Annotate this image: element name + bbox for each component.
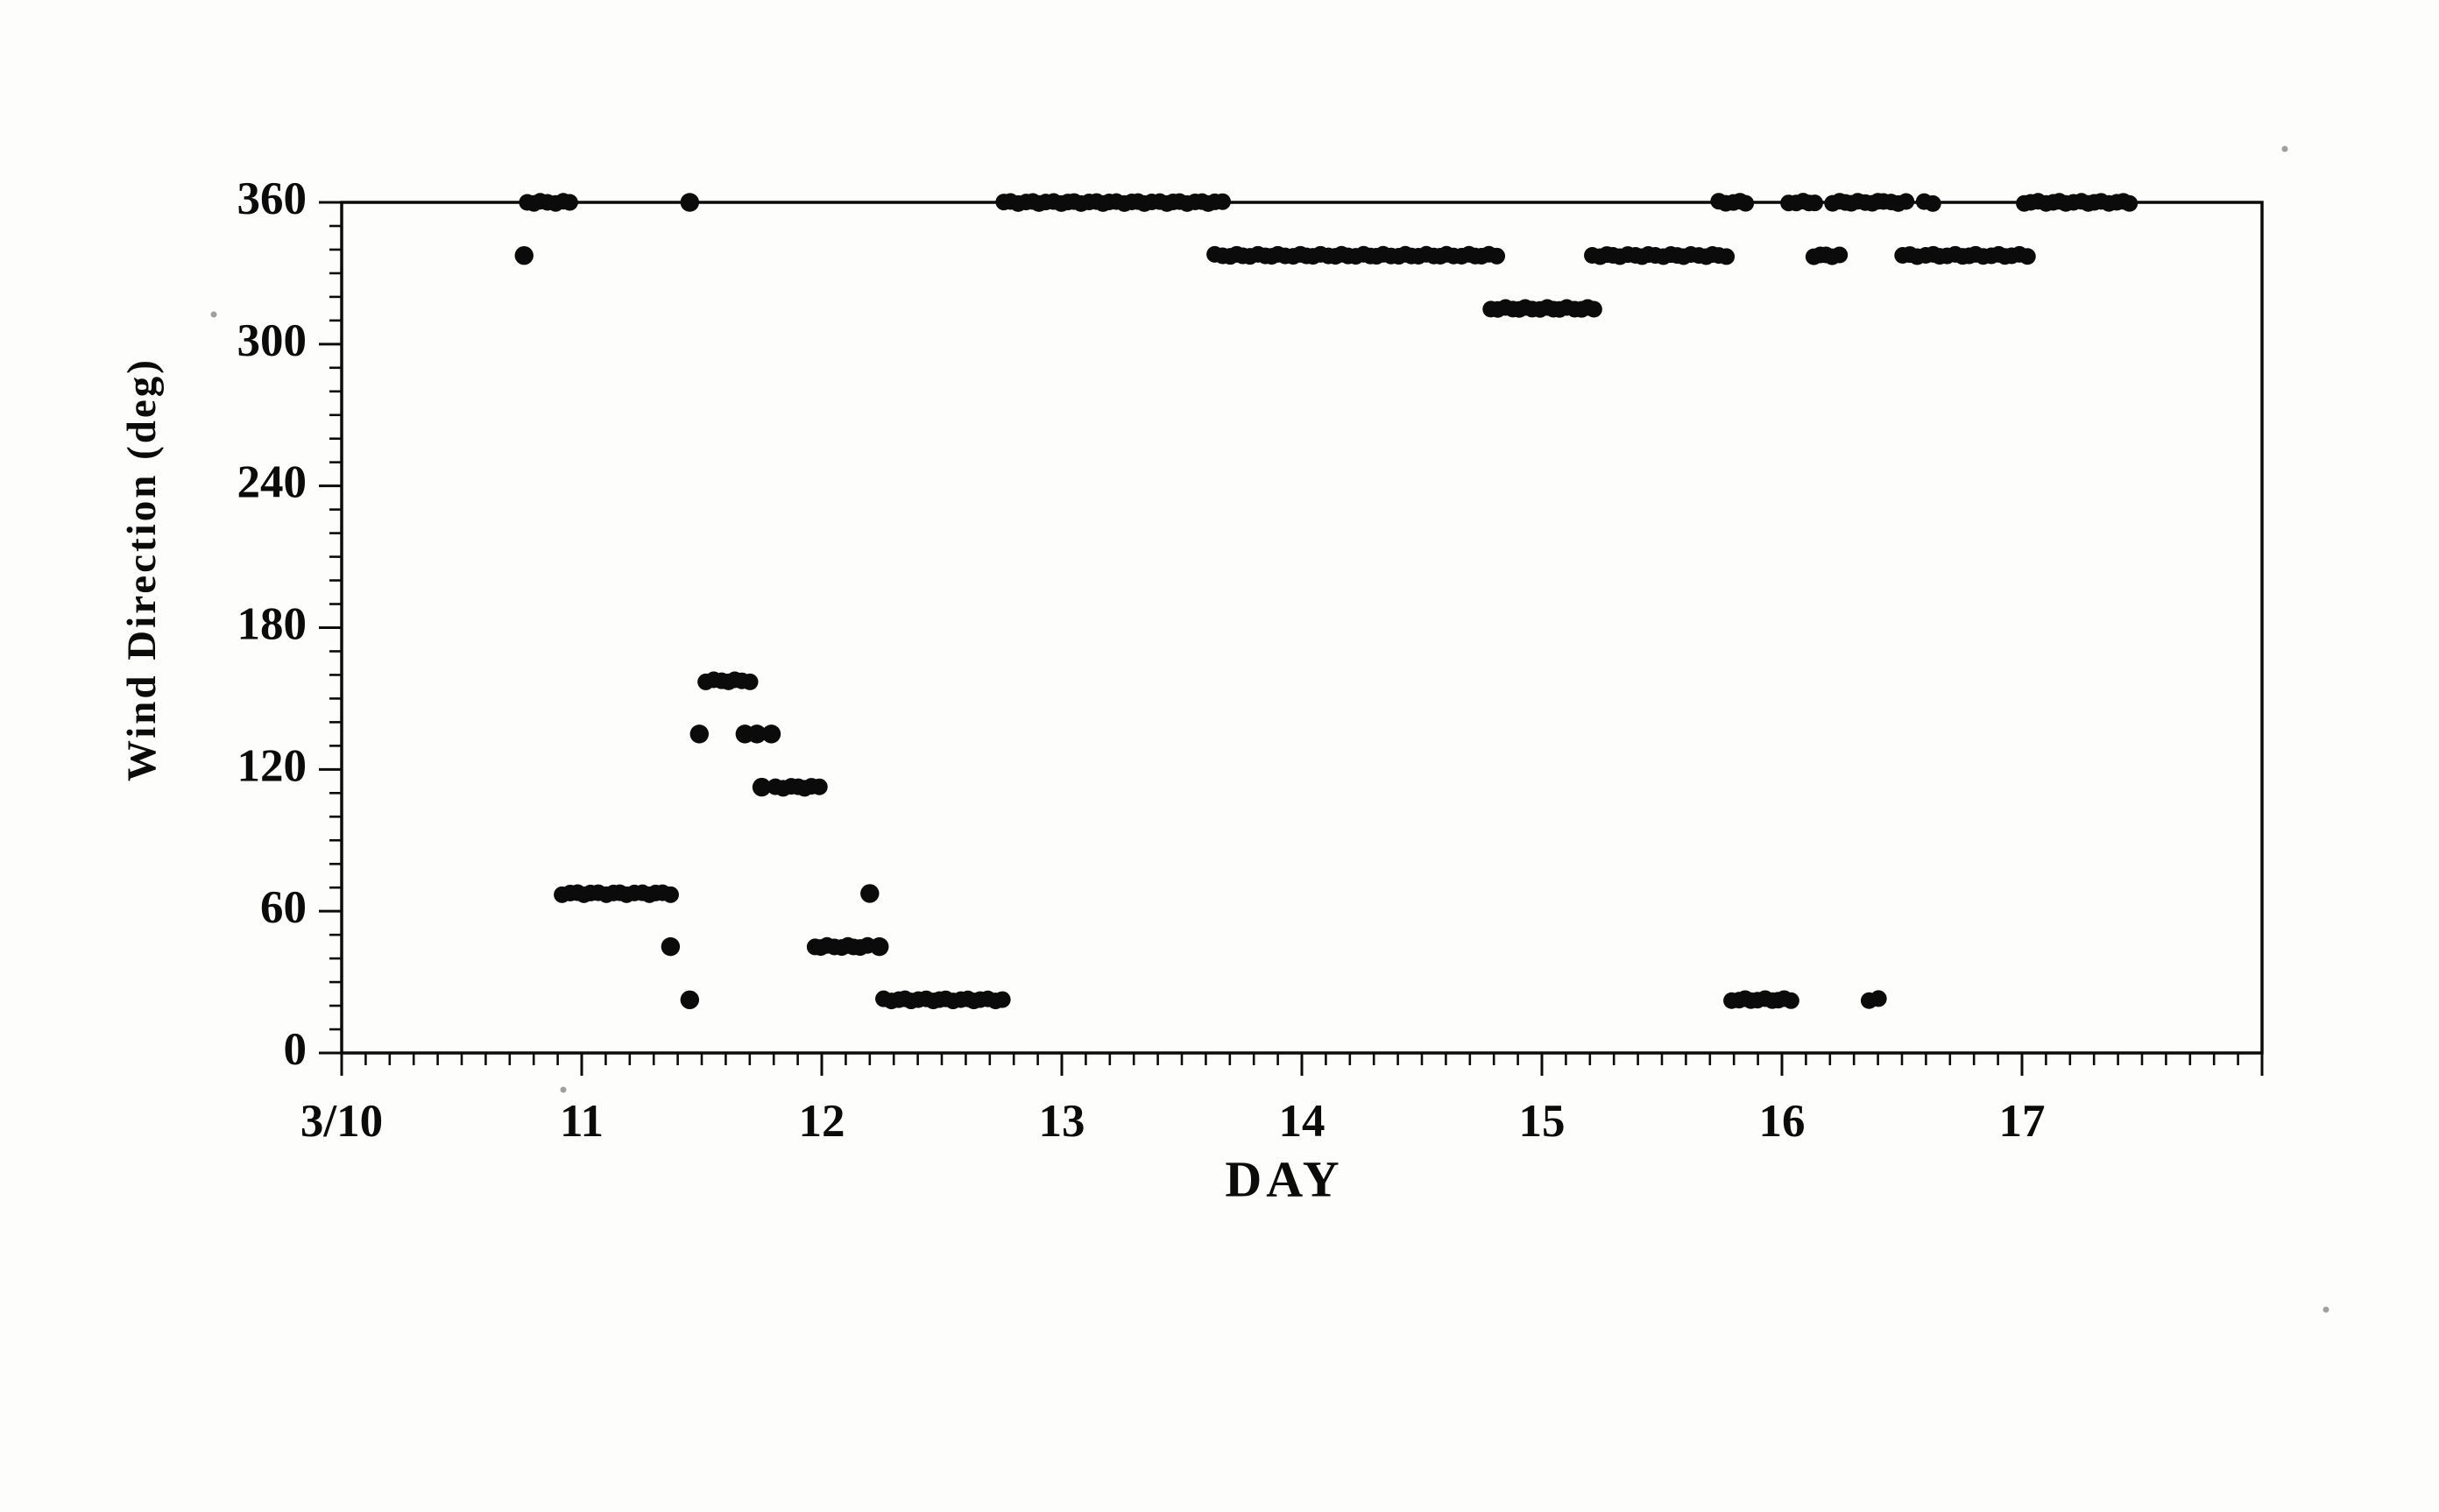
data-run xyxy=(1925,245,2036,265)
data-run xyxy=(752,777,772,797)
data-run xyxy=(661,936,681,957)
data-run xyxy=(697,671,759,690)
x-axis-ticks xyxy=(340,1053,2264,1076)
data-run xyxy=(806,936,876,957)
data-run xyxy=(1860,990,1887,1009)
data-run xyxy=(1805,246,1849,265)
data-point xyxy=(810,778,828,795)
plot-frame xyxy=(340,201,2264,1055)
data-point xyxy=(993,991,1011,1008)
data-point xyxy=(1737,194,1755,212)
x-tick-label: 12 xyxy=(799,1096,845,1147)
y-axis-ticks xyxy=(319,201,342,1055)
data-run xyxy=(1206,245,1506,265)
data-run xyxy=(1780,193,1823,212)
data-point xyxy=(661,936,681,957)
data-point xyxy=(870,936,889,957)
data-run xyxy=(1584,246,1736,265)
data-point xyxy=(1870,990,1887,1007)
data-run xyxy=(1723,990,1799,1009)
data-point xyxy=(661,886,679,903)
data-point xyxy=(1718,248,1736,265)
data-point xyxy=(1806,194,1823,212)
x-tick-label: 14 xyxy=(1279,1096,1326,1147)
data-point xyxy=(1831,246,1849,264)
data-point xyxy=(680,990,699,1010)
data-point xyxy=(514,245,534,265)
y-axis-tick-labels: 0 60 120 180 240 300 360 xyxy=(237,173,308,1075)
x-axis-title: DAY xyxy=(1225,1150,1344,1208)
data-run xyxy=(554,884,679,903)
x-tick-label: 17 xyxy=(1999,1096,2046,1147)
data-point xyxy=(689,724,709,744)
data-point xyxy=(1782,992,1799,1009)
scan-speck xyxy=(2281,145,2288,152)
data-point xyxy=(561,194,578,211)
data-point xyxy=(1585,300,1602,318)
y-tick-label: 360 xyxy=(237,173,308,224)
y-tick-label: 180 xyxy=(237,599,308,650)
data-run xyxy=(519,193,578,212)
y-tick-label: 240 xyxy=(237,457,308,508)
y-axis-title: Wind Direction (deg) xyxy=(119,357,165,781)
x-tick-label: 13 xyxy=(1039,1096,1085,1147)
data-run xyxy=(1710,193,1755,212)
data-run xyxy=(995,193,1231,212)
data-run xyxy=(680,193,699,212)
data-point xyxy=(747,724,767,744)
data-run xyxy=(1482,299,1602,318)
data-run xyxy=(860,884,880,903)
x-tick-label: 15 xyxy=(1519,1096,1566,1147)
data-run xyxy=(767,778,828,797)
data-point xyxy=(741,673,759,690)
data-run xyxy=(761,724,781,744)
data-run xyxy=(689,724,709,744)
scan-specks xyxy=(210,145,2329,1313)
data-point xyxy=(752,777,772,797)
data-point xyxy=(1213,193,1231,210)
data-point xyxy=(2121,194,2139,212)
data-run xyxy=(747,724,767,744)
y-tick-label: 120 xyxy=(237,740,308,791)
data-point xyxy=(680,193,699,212)
data-point xyxy=(860,884,880,903)
data-run xyxy=(1875,193,1915,212)
x-tick-label: 11 xyxy=(560,1096,604,1147)
x-axis-tick-labels: 3/10 11 12 13 14 15 16 17 xyxy=(300,1096,2046,1147)
data-run xyxy=(875,990,1011,1010)
data-point xyxy=(2018,248,2036,265)
data-run xyxy=(1915,193,1941,212)
scan-speck xyxy=(210,311,217,318)
data-point xyxy=(1488,247,1506,265)
y-tick-label: 300 xyxy=(237,315,308,366)
data-point xyxy=(1924,194,1941,212)
data-run xyxy=(680,990,699,1010)
x-tick-label: 3/10 xyxy=(300,1096,383,1147)
scan-speck xyxy=(2322,1306,2329,1313)
data-point xyxy=(1898,193,1915,210)
data-points xyxy=(514,193,2139,1010)
y-tick-label: 60 xyxy=(260,882,307,933)
data-run xyxy=(870,936,889,957)
data-run xyxy=(1894,246,1934,265)
data-point xyxy=(761,724,781,744)
scan-speck xyxy=(560,1086,567,1093)
x-tick-label: 16 xyxy=(1759,1096,1806,1147)
data-run xyxy=(514,245,534,265)
data-run xyxy=(2016,193,2139,212)
y-tick-label: 0 xyxy=(284,1024,308,1075)
